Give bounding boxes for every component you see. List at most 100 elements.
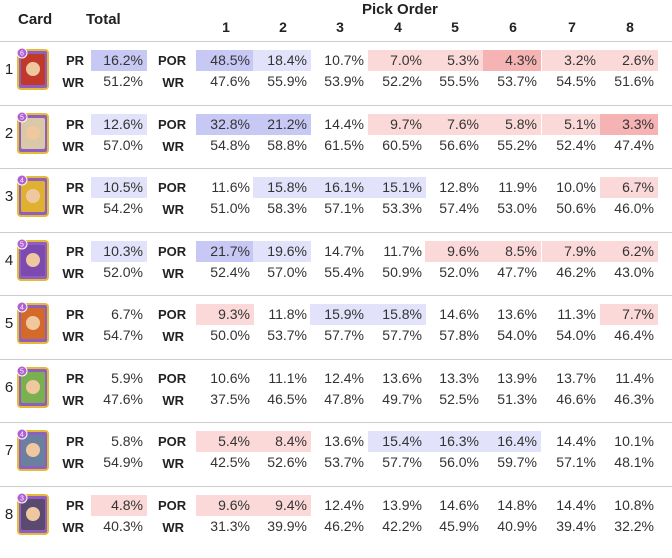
wr-label: WR: [162, 138, 184, 154]
por-cell-3: 16.1%: [310, 177, 368, 198]
por-cell-3: 10.7%: [324, 52, 364, 68]
total-wr-cell: 51.2%: [103, 73, 143, 89]
wr-cell-6: 40.9%: [497, 517, 537, 534]
por-cell-6: 4.3%: [483, 50, 541, 71]
wr-cell-3: 57.1%: [324, 200, 364, 216]
por-cell-4: 15.8%: [368, 304, 426, 325]
por-cell-5: 5.3%: [425, 50, 483, 71]
wr-cell-7: 46.6%: [556, 390, 596, 407]
wr-cell-6: 54.0%: [497, 327, 537, 343]
wr-cell-1: 47.6%: [210, 73, 250, 89]
por-label: POR: [158, 53, 187, 68]
por-cell-6: 16.4%: [483, 431, 541, 452]
total-wr-cell: 52.0%: [103, 263, 143, 280]
por-label: POR: [158, 116, 187, 132]
row-separator: [0, 485, 672, 487]
wr-cell-7: 57.1%: [556, 454, 596, 470]
por-cell-7: 13.7%: [556, 369, 596, 386]
card-level-badge: 5: [20, 241, 24, 248]
wr-cell-8: 43.0%: [614, 263, 654, 280]
wr-cell-3: 57.7%: [324, 327, 364, 343]
por-cell-5: 14.6%: [439, 496, 479, 513]
wr-cell-2: 55.9%: [267, 73, 307, 89]
por-cell-4: 7.0%: [368, 50, 426, 71]
wr-label: WR: [162, 519, 184, 535]
por-cell-5: 16.3%: [425, 431, 483, 452]
row-separator: [0, 295, 672, 296]
wr-label: WR: [162, 265, 184, 281]
wr-cell-5: 57.4%: [439, 200, 479, 216]
card-level-badge: 3: [20, 495, 24, 502]
row-number: 6: [4, 378, 14, 396]
row-number: 8: [4, 505, 14, 523]
wr-cell-2: 39.9%: [267, 517, 307, 534]
row-separator: [0, 422, 672, 423]
por-cell-3: 12.4%: [324, 496, 364, 513]
por-cell-3: 15.9%: [310, 304, 368, 325]
por-cell-4: 11.7%: [383, 242, 422, 259]
por-cell-5: 13.3%: [439, 369, 479, 386]
total-pr-cell: 10.3%: [91, 240, 147, 262]
wr-cell-4: 42.2%: [382, 517, 422, 534]
wr-cell-3: 46.2%: [324, 517, 364, 534]
wr-cell-5: 52.5%: [439, 390, 479, 407]
wr-label: WR: [62, 265, 84, 281]
card-header: Card: [18, 11, 53, 28]
total-pr-cell: 6.7%: [111, 306, 143, 322]
total-pr-cell: 10.5%: [91, 177, 147, 198]
por-label: POR: [158, 243, 187, 259]
wr-cell-8: 51.6%: [614, 73, 654, 89]
wr-cell-5: 55.5%: [439, 73, 479, 89]
pr-label: PR: [65, 116, 84, 132]
por-cell-3: 14.7%: [324, 242, 364, 259]
row-number: 4: [4, 251, 14, 269]
wr-cell-5: 52.0%: [439, 263, 479, 280]
row-number: 2: [4, 124, 14, 142]
total-pr-cell: 4.8%: [91, 494, 147, 516]
total-pr-cell: 16.2%: [91, 50, 147, 71]
wr-cell-5: 57.8%: [439, 327, 479, 343]
pick-order-column-2: 2: [279, 19, 287, 35]
por-label: POR: [158, 497, 187, 513]
por-cell-6: 14.8%: [497, 496, 537, 513]
por-cell-1: 9.6%: [196, 494, 254, 516]
por-cell-7: 14.4%: [556, 496, 596, 513]
wr-cell-5: 45.9%: [439, 517, 479, 534]
wr-cell-4: 52.2%: [382, 73, 422, 89]
por-cell-6: 8.5%: [483, 240, 541, 262]
por-cell-4: 9.7%: [368, 113, 426, 135]
wr-cell-7: 46.2%: [556, 263, 596, 280]
pr-label: PR: [65, 434, 84, 449]
wr-cell-1: 42.5%: [210, 454, 250, 470]
wr-cell-6: 55.2%: [497, 136, 537, 153]
total-pr-cell: 5.8%: [111, 433, 143, 449]
wr-label: WR: [162, 202, 184, 217]
pr-label: PR: [65, 180, 84, 195]
total-wr-cell: 47.6%: [103, 390, 143, 407]
row-separator: [0, 41, 672, 42]
por-cell-8: 2.6%: [600, 50, 658, 71]
wr-label: WR: [62, 329, 84, 344]
wr-cell-8: 47.4%: [614, 136, 654, 153]
wr-cell-6: 59.7%: [497, 454, 537, 470]
por-cell-8: 6.7%: [600, 177, 658, 198]
por-cell-2: 11.8%: [268, 306, 307, 322]
wr-cell-2: 58.8%: [267, 136, 307, 153]
wr-cell-8: 46.0%: [614, 200, 654, 216]
wr-cell-6: 53.0%: [497, 200, 537, 216]
card-image: 5: [16, 111, 50, 155]
wr-cell-7: 50.6%: [556, 200, 596, 216]
wr-cell-3: 53.7%: [324, 454, 364, 470]
wr-cell-1: 52.4%: [210, 263, 250, 280]
por-cell-4: 15.4%: [368, 431, 426, 452]
row-separator: [0, 231, 672, 233]
por-label: POR: [158, 370, 187, 386]
pr-label: PR: [65, 243, 84, 259]
wr-cell-4: 60.5%: [382, 136, 422, 153]
por-cell-2: 15.8%: [253, 177, 311, 198]
por-cell-8: 10.8%: [614, 496, 654, 513]
wr-label: WR: [62, 202, 84, 217]
wr-cell-3: 55.4%: [324, 263, 364, 280]
pr-label: PR: [65, 497, 84, 513]
wr-cell-7: 39.4%: [556, 517, 596, 534]
